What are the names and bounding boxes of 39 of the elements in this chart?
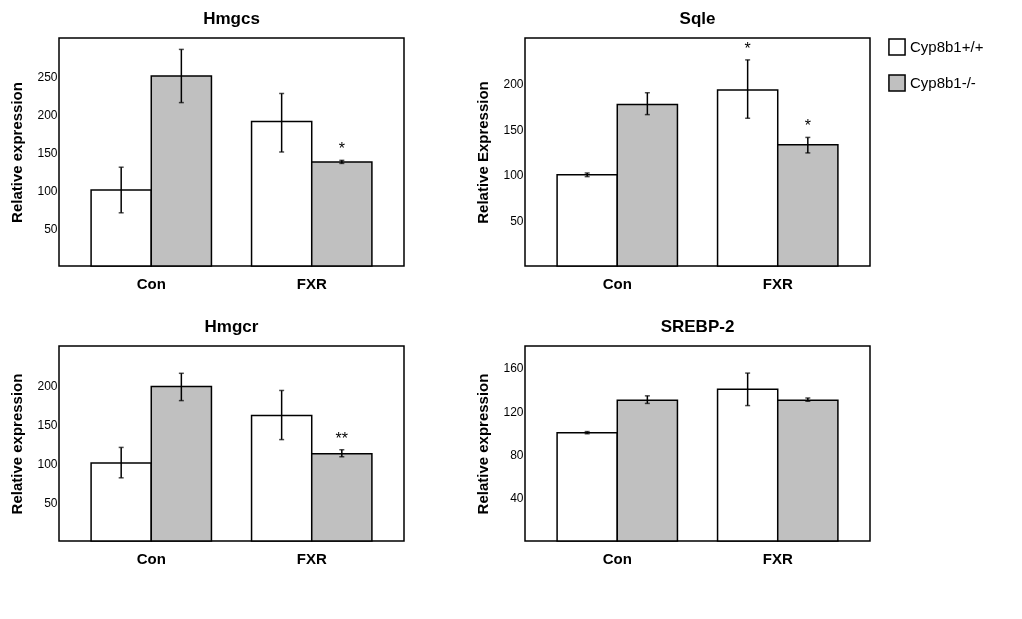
x-tick-label: FXR bbox=[762, 549, 793, 567]
y-tick-label: 50 bbox=[44, 221, 58, 236]
y-tick-label: 100 bbox=[37, 183, 58, 198]
chart-title: Hmgcs bbox=[203, 9, 260, 28]
annotation: * bbox=[338, 140, 345, 158]
x-tick-label: Con bbox=[602, 274, 632, 292]
x-tick-label: Con bbox=[602, 549, 632, 567]
x-tick-label: FXR bbox=[762, 274, 793, 292]
y-axis-title: Relative expression bbox=[474, 373, 492, 515]
x-tick-label: FXR bbox=[296, 274, 327, 292]
y-tick-label: 200 bbox=[503, 77, 524, 92]
annotation: * bbox=[744, 39, 751, 57]
y-tick-label: 100 bbox=[503, 168, 524, 183]
x-tick-label: Con bbox=[136, 274, 166, 292]
y-tick-label: 80 bbox=[510, 447, 524, 462]
y-tick-label: 50 bbox=[44, 495, 58, 510]
annotation: * bbox=[804, 117, 811, 135]
y-tick-label: 200 bbox=[37, 107, 58, 122]
x-tick-label: FXR bbox=[296, 549, 327, 567]
y-tick-label: 120 bbox=[503, 404, 524, 419]
y-tick-label: 150 bbox=[503, 122, 524, 137]
y-tick-label: 40 bbox=[510, 491, 524, 506]
y-axis-title: Relative expression bbox=[8, 82, 26, 223]
y-tick-label: 150 bbox=[37, 145, 58, 160]
annotation: ** bbox=[335, 429, 349, 447]
y-tick-label: 100 bbox=[37, 456, 58, 471]
chart-title: SREBP-2 bbox=[660, 317, 735, 336]
y-tick-label: 160 bbox=[503, 361, 524, 376]
chart-title: Hmgcr bbox=[204, 317, 259, 336]
y-tick-label: 250 bbox=[37, 69, 58, 84]
x-tick-label: Con bbox=[136, 549, 166, 567]
legend-label: Cyp8b1-/- bbox=[910, 74, 976, 91]
y-axis-title: Relative expression bbox=[8, 373, 26, 515]
y-axis-title: Relative Expression bbox=[474, 81, 492, 224]
legend-label: Cyp8b1+/+ bbox=[910, 38, 984, 55]
y-tick-label: 50 bbox=[510, 213, 524, 228]
y-tick-label: 150 bbox=[37, 417, 58, 432]
y-tick-label: 200 bbox=[37, 378, 58, 393]
chart-title: Sqle bbox=[679, 9, 716, 28]
